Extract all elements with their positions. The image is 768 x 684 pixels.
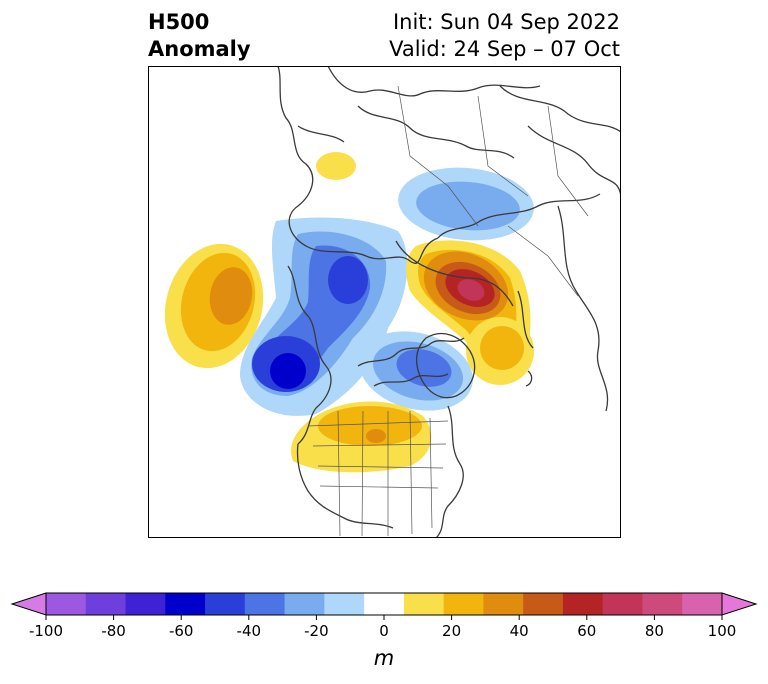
colorbar-tick-label: 100	[708, 622, 737, 640]
coastlines	[277, 66, 621, 538]
title-field: Anomaly	[148, 37, 251, 61]
colorbar-segment	[46, 593, 87, 615]
anomaly-map	[148, 66, 621, 538]
colorbar-tick-label: 40	[510, 622, 529, 640]
colorbar-segment	[205, 593, 246, 615]
colorbar-ticks: -100 -80 -60 -40 -20 0 20 40 60 80 100	[29, 615, 736, 640]
valid-period: Valid: 24 Sep – 07 Oct	[389, 37, 620, 61]
colorbar-tick-label: 80	[645, 622, 664, 640]
colorbar-extend-max	[721, 592, 758, 616]
init-date: Init: Sun 04 Sep 2022	[392, 10, 620, 34]
colorbar-tick-label: 60	[577, 622, 596, 640]
colorbar: -100 -80 -60 -40 -20 0 20 40 60 80 100	[10, 592, 758, 640]
positive-anomaly-north-atlantic	[466, 317, 534, 385]
colorbar-segment	[244, 593, 286, 615]
colorbar-segments	[10, 592, 758, 616]
negative-anomaly-siberia	[398, 167, 534, 241]
colorbar-segment	[602, 593, 643, 615]
colorbar-tick-label: 0	[379, 622, 389, 640]
colorbar-segment	[562, 593, 604, 615]
colorbar-segment	[483, 593, 524, 615]
colorbar-segment	[443, 593, 484, 615]
colorbar-tick-label: 20	[442, 622, 461, 640]
positive-anomaly-east-asia	[316, 152, 356, 180]
colorbar-segment	[165, 593, 206, 615]
political-borders	[307, 85, 589, 537]
colorbar-segment	[403, 593, 445, 615]
colorbar-unit: m	[373, 646, 395, 670]
colorbar-segment	[682, 593, 723, 615]
colorbar-segment	[523, 593, 564, 615]
colorbar-extend-min	[10, 592, 47, 616]
title-variable: H500	[148, 10, 210, 34]
colorbar-segment	[364, 593, 405, 615]
positive-anomaly-north-pacific	[164, 243, 264, 369]
colorbar-segment	[642, 593, 683, 615]
colorbar-segment	[284, 593, 325, 615]
colorbar-segment	[324, 593, 365, 615]
colorbar-segment	[125, 593, 166, 615]
colorbar-segment	[85, 593, 127, 615]
title-right: Init: Sun 04 Sep 2022 Valid: 24 Sep – 07…	[389, 9, 620, 63]
colorbar-tick-label: -80	[101, 622, 126, 640]
positive-anomaly-central-north-america	[291, 401, 432, 473]
colorbar-tick-label: -100	[29, 622, 63, 640]
colorbar-tick-label: -60	[169, 622, 194, 640]
colorbar-tick-label: -40	[237, 622, 262, 640]
negative-anomaly-alaska-region	[240, 217, 408, 416]
title-left: H500 Anomaly	[148, 9, 251, 63]
colorbar-tick-label: -20	[304, 622, 329, 640]
